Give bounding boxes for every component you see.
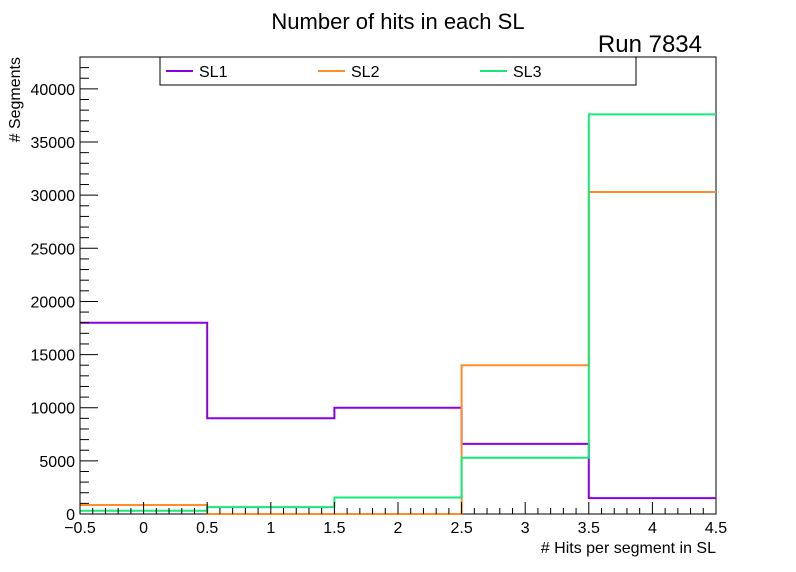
run-label: Run 7834 xyxy=(598,31,702,58)
x-axis-label: # Hits per segment in SL xyxy=(541,540,716,557)
x-tick-label: 0 xyxy=(139,520,148,537)
legend-label: SL2 xyxy=(351,64,380,81)
y-tick-label: 0 xyxy=(66,507,75,524)
series-line-sl3 xyxy=(80,113,716,512)
x-tick-label: 3.5 xyxy=(578,520,600,537)
plot-frame xyxy=(79,56,717,515)
x-tick-label: 1 xyxy=(266,520,275,537)
x-tick-label: 1.5 xyxy=(323,520,345,537)
legend-label: SL1 xyxy=(199,64,228,81)
x-tick-label: 2 xyxy=(394,520,403,537)
legend-entry-sl1: SL1 xyxy=(166,64,228,81)
series-lines xyxy=(80,113,716,515)
chart-title: Number of hits in each SL xyxy=(271,9,524,34)
x-tick-label: 2.5 xyxy=(450,520,472,537)
series-line-sl1 xyxy=(80,321,716,500)
legend-entry-sl3: SL3 xyxy=(480,64,542,81)
x-tick-label: 3 xyxy=(521,520,530,537)
x-axis: −0.5 0 0.5 1 1.5 2 2.5 3 3.5 4 4.5 xyxy=(64,502,727,537)
y-tick-label: 30000 xyxy=(31,188,76,205)
y-tick-label: 5000 xyxy=(39,454,75,471)
y-tick-label: 10000 xyxy=(31,401,76,418)
x-tick-label: 4.5 xyxy=(705,520,727,537)
y-tick-label: 40000 xyxy=(31,82,76,99)
y-tick-label: 15000 xyxy=(31,348,76,365)
legend-box xyxy=(159,56,637,86)
y-tick-label: 25000 xyxy=(31,241,76,258)
x-tick-label: 0.5 xyxy=(196,520,218,537)
y-axis: 0 5000 10000 15000 20000 25000 30000 35000 40000 xyxy=(31,56,98,524)
plot-area xyxy=(79,56,717,515)
y-axis-label: # Segments xyxy=(7,57,24,142)
y-tick-label: 20000 xyxy=(31,294,76,311)
series-line-sl2 xyxy=(80,191,716,515)
x-tick-label: 4 xyxy=(648,520,657,537)
x-tick-label: −0.5 xyxy=(64,520,96,537)
legend-label: SL3 xyxy=(513,64,542,81)
legend-entry-sl2: SL2 xyxy=(318,64,380,81)
y-tick-label: 35000 xyxy=(31,135,76,152)
legend: SL1 SL2 SL3 xyxy=(159,56,637,86)
